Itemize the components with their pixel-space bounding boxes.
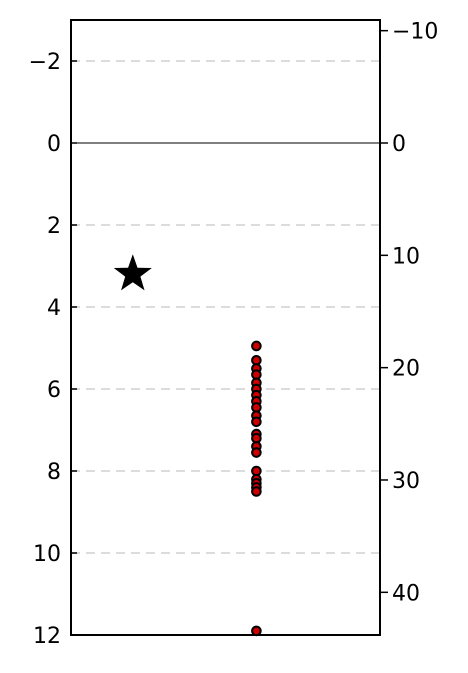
- right-tick-label: 30: [392, 469, 420, 494]
- data-point: [251, 486, 262, 497]
- data-point: [251, 340, 262, 352]
- left-tick-label: 2: [47, 214, 61, 239]
- data-point: [251, 625, 262, 637]
- right-tick-label: 20: [392, 357, 420, 382]
- right-tick-label: −10: [392, 20, 438, 45]
- grid-lines: [71, 60, 380, 554]
- left-tick-label: −2: [29, 50, 61, 75]
- right-y-axis: −10 0 10 20 30 40: [380, 20, 438, 606]
- left-tick-label: 10: [33, 542, 61, 567]
- right-tick-label: 40: [392, 581, 420, 606]
- left-tick-label: 8: [47, 460, 61, 485]
- right-tick-label: 0: [392, 132, 406, 157]
- right-tick-label: 10: [392, 244, 420, 269]
- data-points: [113, 254, 262, 637]
- left-tick-label: 4: [47, 296, 61, 321]
- data-point: [251, 447, 262, 458]
- plot-frame: [70, 19, 381, 636]
- left-tick-label: 12: [33, 624, 61, 649]
- left-tick-label: 6: [47, 378, 61, 403]
- data-point: [251, 416, 262, 428]
- left-y-axis: −2 0 2 4 6 8 10 12: [29, 50, 77, 649]
- star-marker: [113, 254, 152, 291]
- left-tick-label: 0: [47, 132, 61, 157]
